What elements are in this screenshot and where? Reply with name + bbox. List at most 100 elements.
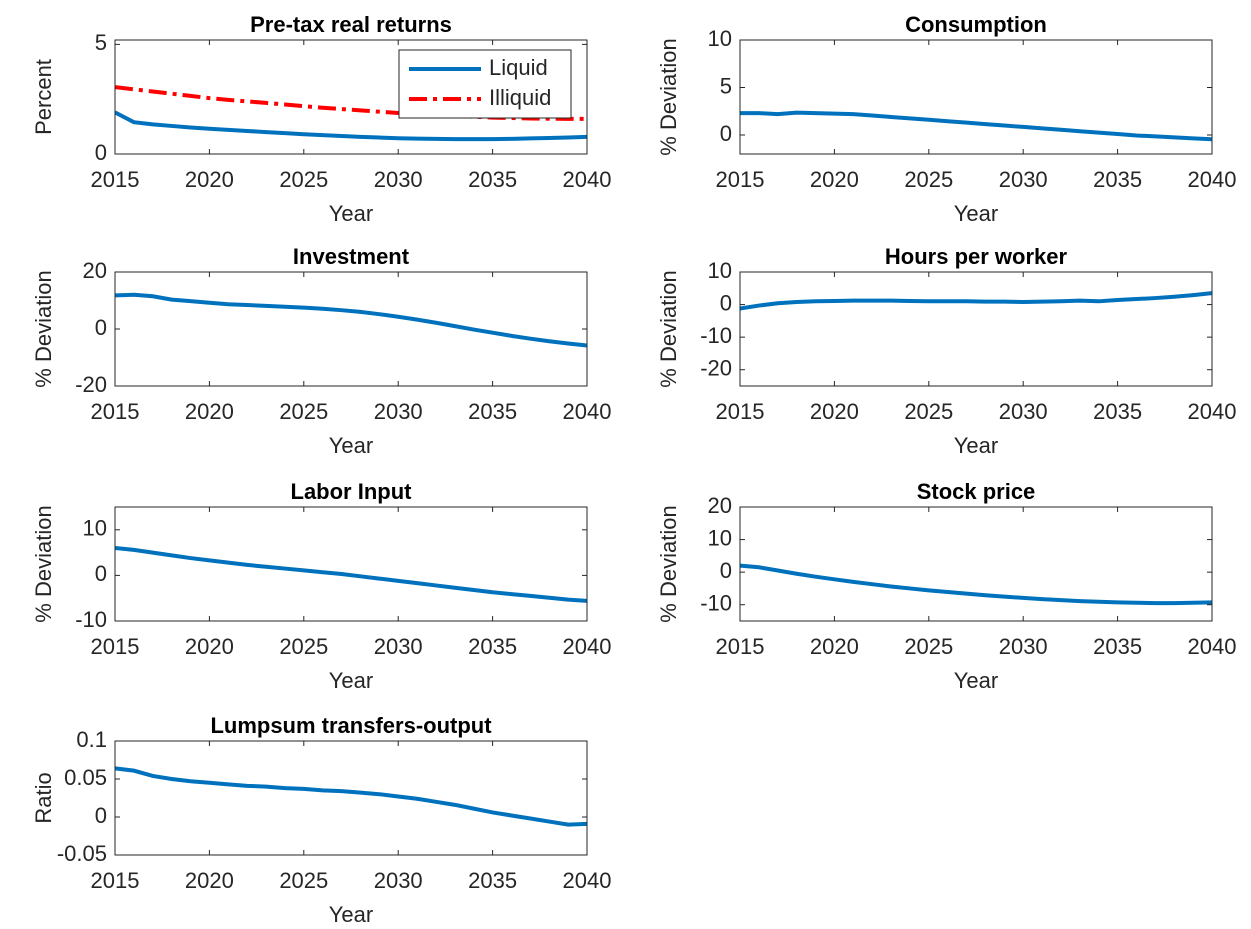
- axes-background: [115, 272, 587, 386]
- subplot: 2015 2020 2025 2030 2035 2040 0 5 10 Consumption Y…: [656, 12, 1237, 226]
- legend-label: Liquid: [489, 55, 548, 80]
- x-tick-label: 2035: [468, 167, 517, 192]
- x-tick-label: 2020: [810, 634, 859, 659]
- legend-label: Illiquid: [489, 85, 551, 110]
- x-tick-label: 2025: [904, 399, 953, 424]
- y-tick-label: 10: [708, 258, 732, 283]
- x-tick-label: 2025: [904, 634, 953, 659]
- data-line: [115, 546, 587, 603]
- y-tick-label: -10: [75, 607, 107, 632]
- x-tick-label: 2040: [1188, 399, 1237, 424]
- x-tick-label: 2015: [91, 634, 140, 659]
- y-tick-label: -0.05: [57, 841, 107, 866]
- y-tick-label: 0: [720, 121, 732, 146]
- x-tick-label: 2035: [1093, 634, 1142, 659]
- axes-background: [115, 507, 587, 621]
- legend-box: [398, 49, 572, 119]
- x-tick-label: 2020: [185, 868, 234, 893]
- x-axis-label: Year: [954, 433, 998, 458]
- x-tick-label: 2025: [279, 399, 328, 424]
- x-tick-label: 2035: [468, 399, 517, 424]
- data-line: [740, 110, 1212, 142]
- x-tick-label: 2015: [91, 399, 140, 424]
- x-axis-label: Year: [954, 201, 998, 226]
- y-axis-label: % Deviation: [31, 505, 56, 622]
- data-line: [115, 110, 587, 142]
- x-tick-label: 2030: [374, 167, 423, 192]
- y-tick-label: -10: [700, 591, 732, 616]
- data-line: [115, 292, 587, 348]
- x-tick-label: 2030: [374, 399, 423, 424]
- x-tick-label: 2030: [999, 634, 1048, 659]
- chart-title: Investment: [293, 244, 410, 269]
- x-axis-label: Year: [329, 902, 373, 927]
- y-axis-label: % Deviation: [656, 505, 681, 622]
- y-axis-label: Percent: [31, 59, 56, 135]
- x-tick-label: 2040: [563, 167, 612, 192]
- y-tick-label: 0: [95, 315, 107, 340]
- x-tick-label: 2030: [999, 167, 1048, 192]
- y-tick-label: 5: [720, 73, 732, 98]
- y-tick-label: 0: [720, 558, 732, 583]
- x-tick-label: 2015: [716, 634, 765, 659]
- x-tick-label: 2030: [374, 634, 423, 659]
- axes-box: [114, 740, 588, 856]
- x-tick-label: 2025: [279, 634, 328, 659]
- axes-box: [114, 39, 588, 155]
- subplot: 2015 2020 2025 2030 2035 2040 -10 0 10 20 Stock pr…: [656, 479, 1237, 693]
- axes-box: [739, 506, 1213, 622]
- y-axis-label: % Deviation: [31, 270, 56, 387]
- chart-title: Hours per worker: [885, 244, 1068, 269]
- y-tick-label: -10: [700, 323, 732, 348]
- y-axis-label: Ratio: [31, 772, 56, 823]
- x-tick-label: 2035: [1093, 399, 1142, 424]
- x-tick-label: 2015: [716, 399, 765, 424]
- y-tick-label: 10: [708, 26, 732, 51]
- chart-title: Labor Input: [291, 479, 413, 504]
- subplot: 2015 2020 2025 2030 2035 2040 0 5 Pre-tax real r…: [31, 12, 612, 226]
- data-line: [115, 766, 587, 827]
- data-line: [740, 291, 1212, 311]
- x-tick-label: 2030: [999, 399, 1048, 424]
- axes-background: [740, 272, 1212, 386]
- y-tick-label: 0.05: [64, 765, 107, 790]
- subplot: 2015 2020 2025 2030 2035 2040 -0.05 0 0.05 0.1 Lum…: [31, 713, 612, 927]
- data-line: [740, 563, 1212, 606]
- x-axis-label: Year: [329, 668, 373, 693]
- y-axis-label: % Deviation: [656, 38, 681, 155]
- x-tick-label: 2035: [1093, 167, 1142, 192]
- x-tick-label: 2020: [185, 399, 234, 424]
- chart-title: Stock price: [917, 479, 1036, 504]
- axes-box: [114, 506, 588, 622]
- subplot: 2015 2020 2025 2030 2035 2040 -10 0 10 Labor Inpu…: [31, 479, 612, 693]
- y-tick-label: 10: [708, 525, 732, 550]
- x-tick-label: 2020: [185, 634, 234, 659]
- y-tick-label: 20: [83, 258, 107, 283]
- x-axis-label: Year: [329, 433, 373, 458]
- y-axis-label: % Deviation: [656, 270, 681, 387]
- x-tick-label: 2025: [279, 167, 328, 192]
- axes-box: [739, 271, 1213, 387]
- x-tick-label: 2015: [716, 167, 765, 192]
- x-tick-label: 2020: [810, 399, 859, 424]
- y-tick-label: 10: [83, 516, 107, 541]
- x-tick-label: 2015: [91, 167, 140, 192]
- y-tick-label: 0: [95, 561, 107, 586]
- y-tick-label: 0: [95, 140, 107, 165]
- x-tick-label: 2020: [185, 167, 234, 192]
- x-tick-label: 2025: [904, 167, 953, 192]
- x-tick-label: 2035: [468, 868, 517, 893]
- subplot: 2015 2020 2025 2030 2035 2040 -20 0 20 Investment…: [31, 244, 612, 458]
- subplot: 2015 2020 2025 2030 2035 2040 -20 -10 0 10 Hours p…: [656, 244, 1237, 458]
- axes-background: [115, 741, 587, 855]
- x-tick-label: 2025: [279, 868, 328, 893]
- x-tick-label: 2040: [563, 399, 612, 424]
- legend: Liquid Illiquid: [398, 49, 572, 119]
- x-tick-label: 2040: [563, 868, 612, 893]
- axes-box: [739, 39, 1213, 155]
- y-tick-label: -20: [75, 372, 107, 397]
- chart-title: Consumption: [905, 12, 1047, 37]
- chart-title: Pre-tax real returns: [250, 12, 452, 37]
- y-tick-label: 20: [708, 493, 732, 518]
